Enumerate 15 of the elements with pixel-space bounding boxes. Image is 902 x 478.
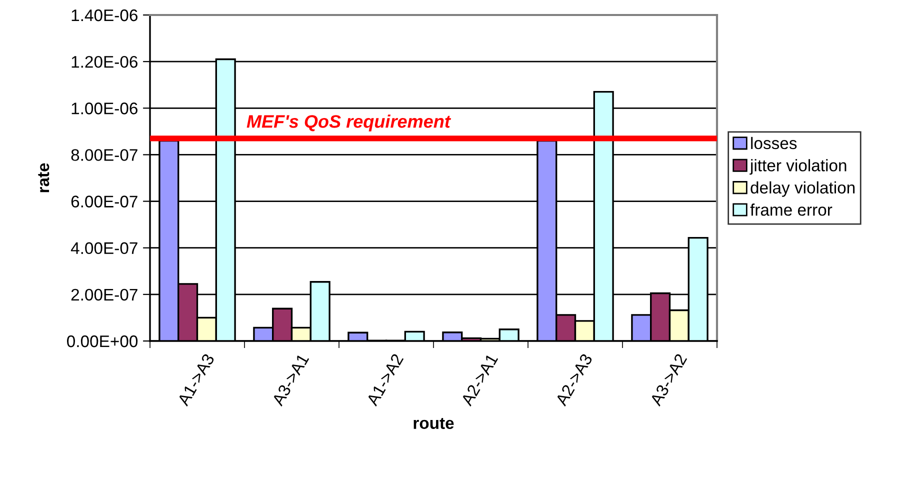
- legend-label: frame error: [750, 204, 832, 216]
- legend-label: jitter violation: [750, 159, 846, 175]
- y-tick-label: 1.40E-06: [72, 9, 138, 22]
- x-axis-title: route: [414, 418, 454, 429]
- y-tick-label: 6.00E-07: [71, 196, 138, 208]
- y-tick-label: 1.00E-06: [72, 102, 138, 114]
- legend-label: delay violation: [750, 181, 855, 197]
- y-tick-label: 1.20E-06: [72, 56, 138, 68]
- y-tick-label: 8.00E-07: [71, 149, 138, 161]
- legend-label: losses: [751, 136, 797, 150]
- y-tick-label: 2.00E-07: [71, 288, 138, 301]
- ref-line-label: MEF's QoS requirement: [246, 114, 452, 132]
- y-tick-label: 4.00E-07: [70, 242, 138, 254]
- y-axis-title: rate: [38, 163, 50, 192]
- y-tick-label: 0.00E+00: [67, 335, 138, 348]
